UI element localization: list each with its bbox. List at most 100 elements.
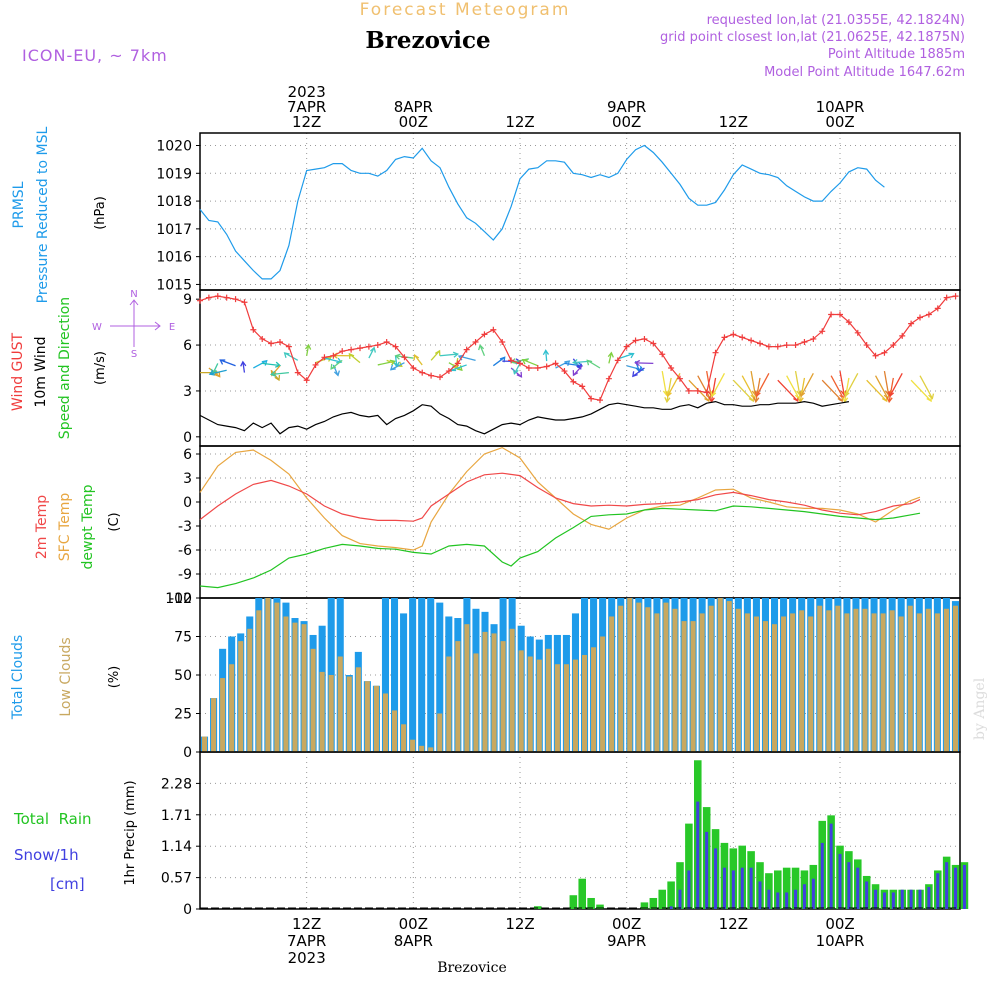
bottom-time-label: 9APR [607, 932, 646, 950]
low-cloud-bar [492, 633, 497, 752]
wind-gust-marker [366, 344, 372, 350]
pressure-ytick-label: 1015 [156, 277, 192, 293]
low-cloud-bar [745, 613, 750, 752]
wind-gust-marker [375, 342, 381, 348]
low-cloud-bar [645, 607, 650, 752]
low-cloud-bar [953, 606, 958, 752]
wind-ytick-label: 0 [183, 430, 192, 446]
snow-bar [927, 887, 930, 909]
wind-10m-line [200, 402, 849, 434]
pressure-ytick-label: 1017 [156, 222, 192, 238]
low-cloud-bar [392, 710, 397, 752]
wind-ytick-label: 3 [183, 384, 192, 400]
point-altitude: Point Altitude 1885m [828, 47, 965, 62]
top-time-label: 12Z [719, 113, 748, 131]
low-cloud-bar [464, 624, 469, 752]
wind-gust-marker [357, 345, 363, 351]
pressure-unit: (hPa) [93, 196, 108, 230]
low-cloud-bar [347, 677, 352, 752]
snow-bar [785, 892, 788, 909]
snow-bar [723, 868, 726, 909]
clouds-title-total: Total Clouds [10, 635, 26, 720]
low-cloud-bar [501, 641, 506, 752]
low-cloud-bar [636, 603, 641, 752]
precip-axis-titles: Total Rain Snow/1h [cm] 1hr Precip (mm) [13, 780, 138, 893]
wind-arrow [523, 360, 538, 366]
wind-gust-marker [828, 311, 834, 317]
clouds-ytick-label: 75 [174, 630, 192, 646]
wind-gust-marker [286, 344, 292, 350]
precip-ytick-label: 0 [183, 902, 192, 918]
temperature-ytick-label: 6 [183, 447, 192, 463]
low-cloud-bar [826, 610, 831, 752]
compass-w: W [92, 322, 102, 333]
low-cloud-bar [917, 613, 922, 752]
watermark: by Angel [972, 677, 988, 740]
wind-ytick-label: 6 [183, 338, 192, 354]
bottom-time-label: 12Z [505, 915, 534, 933]
wind-gust-marker [766, 344, 772, 350]
snow-bar [679, 890, 682, 909]
low-cloud-bar [302, 624, 307, 752]
low-cloud-bar [546, 649, 551, 752]
snow-bar [954, 868, 957, 909]
rain-bar [587, 898, 595, 909]
snow-bar [670, 906, 673, 909]
snow-bar [812, 879, 815, 909]
model-altitude: Model Point Altitude 1647.62m [764, 65, 965, 80]
low-cloud-bar [473, 653, 478, 752]
low-cloud-bar [663, 603, 668, 752]
wind-gust-marker [197, 298, 203, 304]
low-cloud-bar [817, 606, 822, 752]
wind-arrow [587, 360, 600, 368]
low-cloud-bar [283, 616, 288, 752]
wind-arrow [253, 361, 266, 368]
wind-title-10m: 10m Wind [33, 336, 49, 407]
temperature-frame [200, 446, 960, 598]
low-cloud-bar [591, 647, 596, 752]
wind-gust-marker [268, 341, 274, 347]
low-cloud-bar [790, 613, 795, 752]
rain-bar [650, 898, 658, 909]
low-cloud-bar [654, 613, 659, 752]
top-time-label: 00Z [399, 113, 428, 131]
low-cloud-bar [229, 664, 234, 752]
low-cloud-bar [736, 609, 741, 752]
wind-gust-marker [704, 389, 710, 395]
wind-gust-marker [339, 348, 345, 354]
wind-unit: (m/s) [93, 351, 108, 385]
wind-gust-marker [215, 293, 221, 299]
bottom-time-label: 00Z [612, 915, 641, 933]
temp-title-dewpt: dewpt Temp [80, 484, 96, 569]
temperature-ytick-label: 3 [183, 471, 192, 487]
low-cloud-bar [682, 621, 687, 752]
model-label: ICON-EU, ~ 7km [22, 46, 168, 65]
rain-bar [658, 890, 666, 909]
low-cloud-bar [410, 740, 415, 752]
temp-unit: (C) [107, 512, 122, 531]
pressure-frame [200, 133, 960, 290]
low-cloud-bar [926, 609, 931, 752]
pressure-line [200, 146, 884, 279]
low-cloud-bar [600, 637, 605, 753]
top-time-label: 12Z [505, 113, 534, 131]
snow-bar [776, 892, 779, 909]
low-cloud-bar [419, 746, 424, 752]
snow-bar [945, 862, 948, 909]
precip-ytick-label: 1.14 [161, 839, 192, 855]
snow-bar [919, 890, 922, 909]
low-cloud-bar [437, 714, 442, 753]
wind-gust-marker [953, 293, 959, 299]
wind-gust-marker [348, 347, 354, 353]
low-cloud-bar [618, 606, 623, 752]
low-cloud-bar [781, 616, 786, 752]
low-cloud-bar [944, 609, 949, 752]
total-cloud-bar [418, 598, 425, 752]
low-cloud-bar [401, 724, 406, 752]
pressure-ytick-label: 1019 [156, 166, 192, 182]
low-cloud-bar [872, 613, 877, 752]
snow-bar [883, 892, 886, 909]
low-cloud-bar [482, 632, 487, 752]
